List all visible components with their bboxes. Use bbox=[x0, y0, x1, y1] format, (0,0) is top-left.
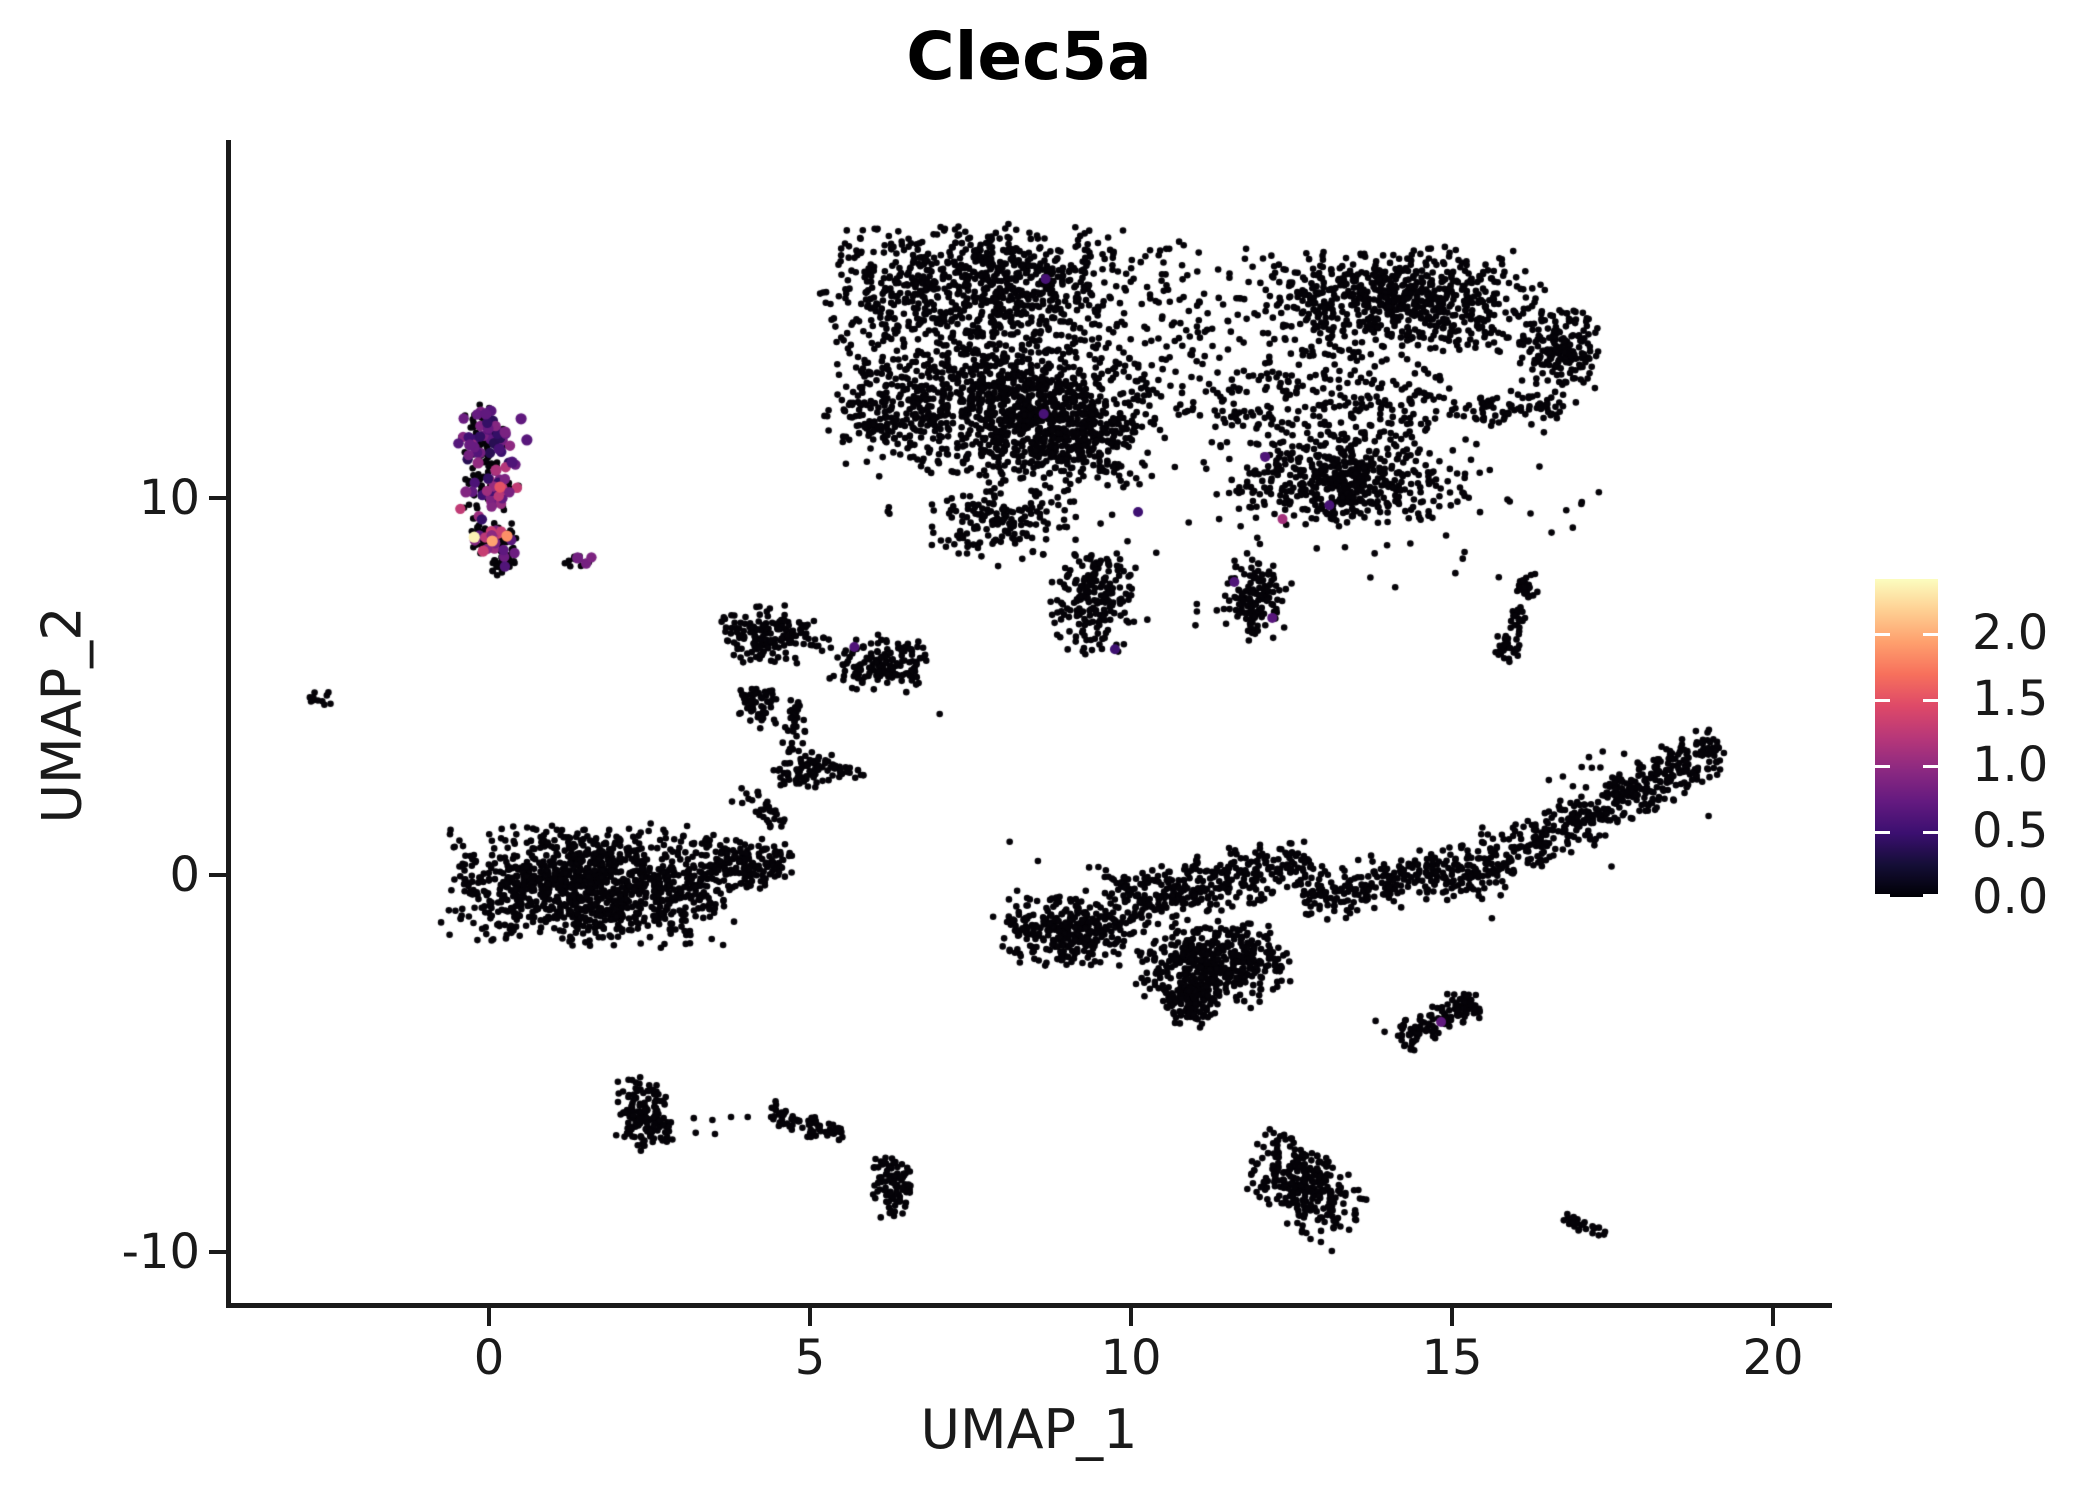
y-axis-line bbox=[226, 140, 231, 1307]
x-axis-title: UMAP_1 bbox=[920, 1398, 1138, 1461]
x-tick-mark bbox=[1771, 1308, 1775, 1326]
x-tick-mark bbox=[487, 1308, 491, 1326]
x-tick-mark bbox=[1129, 1308, 1133, 1326]
x-tick-label: 20 bbox=[1742, 1330, 1804, 1386]
colorbar-tick-dash bbox=[1923, 699, 1938, 703]
x-tick-label: 0 bbox=[473, 1330, 505, 1386]
colorbar-tick-label: 2.0 bbox=[1972, 605, 2049, 662]
y-axis-title: UMAP_2 bbox=[30, 606, 94, 824]
colorbar-tick-label: 0.0 bbox=[1972, 869, 2049, 925]
x-tick-label: 5 bbox=[794, 1330, 826, 1386]
y-tick-mark bbox=[209, 1250, 227, 1254]
y-tick-label: 10 bbox=[138, 470, 200, 526]
colorbar-tick-label: 0.5 bbox=[1972, 803, 2049, 860]
colorbar-tick-dash bbox=[1923, 633, 1938, 637]
colorbar-tick-label: 1.5 bbox=[1972, 671, 2049, 728]
colorbar-tick-dash bbox=[1875, 699, 1890, 703]
y-tick-mark bbox=[209, 873, 227, 877]
x-axis-line bbox=[226, 1303, 1832, 1308]
colorbar-tick-dash bbox=[1923, 831, 1938, 835]
y-tick-mark bbox=[209, 496, 227, 500]
plot-title: Clec5a bbox=[906, 18, 1152, 95]
colorbar-tick-dash bbox=[1875, 831, 1890, 835]
x-tick-mark bbox=[1450, 1308, 1454, 1326]
x-tick-label: 10 bbox=[1100, 1330, 1162, 1386]
colorbar-tick-label: 1.0 bbox=[1972, 737, 2049, 794]
colorbar-gradient bbox=[1875, 579, 1938, 897]
colorbar-tick-dash bbox=[1923, 765, 1938, 769]
colorbar-tick-dash bbox=[1875, 633, 1890, 637]
colorbar-tick-dash bbox=[1875, 894, 1890, 897]
y-tick-label: -10 bbox=[121, 1224, 200, 1280]
colorbar-tick-dash bbox=[1875, 765, 1890, 769]
x-tick-label: 15 bbox=[1421, 1330, 1483, 1386]
y-tick-label: 0 bbox=[169, 847, 200, 903]
colorbar-tick-dash bbox=[1923, 894, 1938, 897]
x-tick-mark bbox=[808, 1308, 812, 1326]
